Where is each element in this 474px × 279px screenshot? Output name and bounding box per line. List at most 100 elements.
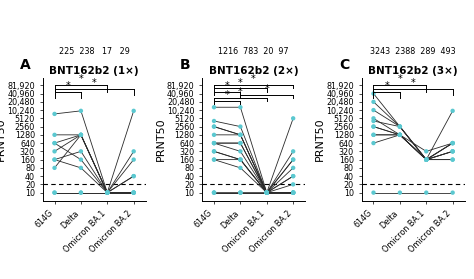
Title: BNT162b2 (1×): BNT162b2 (1×) [49, 66, 139, 76]
Point [103, 190, 111, 195]
Point [237, 133, 244, 137]
Point [210, 124, 218, 129]
Point [263, 190, 271, 195]
Point [449, 109, 456, 113]
Point [103, 190, 111, 195]
Point [130, 174, 137, 178]
Point [77, 190, 85, 195]
Point [263, 190, 271, 195]
Point [130, 174, 137, 178]
Point [422, 157, 430, 162]
Point [130, 190, 137, 195]
Point [77, 133, 85, 137]
Point [422, 190, 430, 195]
Point [77, 133, 85, 137]
Point [103, 190, 111, 195]
Y-axis label: PRNT50: PRNT50 [155, 118, 165, 161]
Point [130, 190, 137, 195]
Point [422, 157, 430, 162]
Text: B: B [180, 58, 190, 72]
Text: *: * [65, 81, 70, 91]
Point [263, 190, 271, 195]
Point [237, 157, 244, 162]
Point [289, 174, 297, 178]
Point [51, 133, 58, 137]
Point [370, 190, 377, 195]
Point [449, 190, 456, 195]
Text: *: * [225, 81, 229, 91]
Point [370, 133, 377, 137]
Point [130, 190, 137, 195]
Point [237, 124, 244, 129]
Point [237, 133, 244, 137]
Point [237, 190, 244, 195]
Point [237, 157, 244, 162]
Point [237, 133, 244, 137]
Point [289, 157, 297, 162]
Point [263, 190, 271, 195]
Point [289, 190, 297, 195]
Y-axis label: PRNT50: PRNT50 [315, 118, 325, 161]
Point [263, 190, 271, 195]
Point [396, 133, 404, 137]
Point [237, 157, 244, 162]
Point [103, 190, 111, 195]
Point [422, 157, 430, 162]
Point [77, 133, 85, 137]
Point [103, 190, 111, 195]
Point [103, 190, 111, 195]
Point [237, 141, 244, 145]
Point [210, 157, 218, 162]
Text: *: * [79, 74, 83, 85]
Point [263, 190, 271, 195]
Text: C: C [339, 58, 349, 72]
Point [237, 141, 244, 145]
Point [51, 112, 58, 116]
Point [370, 119, 377, 123]
Point [396, 190, 404, 195]
Point [370, 141, 377, 145]
Point [370, 124, 377, 129]
Point [263, 190, 271, 195]
Point [422, 157, 430, 162]
Point [289, 182, 297, 187]
Point [449, 149, 456, 153]
Point [449, 149, 456, 153]
Point [210, 190, 218, 195]
Point [77, 157, 85, 162]
Point [422, 157, 430, 162]
Point [237, 166, 244, 170]
Point [237, 190, 244, 195]
Point [210, 105, 218, 109]
Point [263, 190, 271, 195]
Point [51, 190, 58, 195]
Point [77, 133, 85, 137]
Point [210, 149, 218, 153]
Point [422, 149, 430, 153]
Point [210, 190, 218, 195]
Point [422, 157, 430, 162]
Point [289, 190, 297, 195]
Point [289, 190, 297, 195]
Point [237, 190, 244, 195]
Point [396, 133, 404, 137]
Point [449, 149, 456, 153]
Point [289, 190, 297, 195]
Point [289, 190, 297, 195]
Point [77, 166, 85, 170]
Text: *: * [384, 81, 389, 91]
Point [289, 149, 297, 153]
Point [237, 105, 244, 109]
Text: *: * [238, 78, 243, 88]
Point [210, 133, 218, 137]
Point [289, 174, 297, 178]
Point [396, 124, 404, 129]
Point [422, 157, 430, 162]
Point [210, 141, 218, 145]
Point [263, 190, 271, 195]
Point [210, 149, 218, 153]
Text: 3243  2388  289  493: 3243 2388 289 493 [370, 47, 456, 56]
Point [370, 91, 377, 96]
Y-axis label: PRNT50: PRNT50 [0, 118, 6, 161]
Point [263, 190, 271, 195]
